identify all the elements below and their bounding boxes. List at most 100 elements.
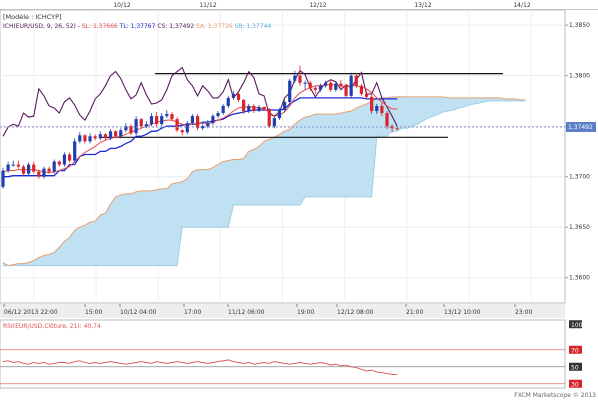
candle [98,131,102,141]
candle [21,164,26,176]
candle-body [267,109,271,127]
candle-body [170,114,174,120]
candle-body [247,105,251,112]
candle [303,80,307,90]
current-price-tag: 1,37492 [566,121,596,132]
ichimoku-cloud [3,96,526,266]
x-tick-label: 11/12 06:00 [228,309,265,316]
rsi-panel [0,319,566,389]
horizontal-levels [100,73,503,138]
candle [16,160,20,169]
rsi-tick-label: 70 [571,347,579,354]
x-tick-label: 21:00 [406,309,423,316]
rsi-tick-label: 100 [571,322,583,329]
top-date-label: 14/12 [513,2,530,9]
senkou-span-b-line [3,100,526,267]
rsi-tick-tag [569,362,582,371]
candle [293,70,297,83]
candle [231,90,235,100]
candle [339,79,343,88]
candle [190,114,195,126]
candle-body [354,75,358,86]
candle [11,160,15,167]
candle-body [67,154,72,161]
candle-body [57,161,61,165]
candle [247,103,251,114]
candle [149,113,154,127]
candle-body [21,166,26,174]
candle [272,115,276,129]
candle [78,132,82,144]
candle [27,162,31,176]
candle [170,112,174,122]
candle-body [231,93,235,98]
grid [0,10,565,303]
candle-body [129,126,133,134]
rsi-levels [0,349,565,385]
candle-body [155,116,159,125]
candle [267,108,271,129]
candle [216,111,220,119]
candle-body [42,168,46,177]
candle-body [78,135,82,142]
candle-body [47,168,51,172]
rsi-axis: 100 70 50 30 [569,320,583,388]
candle-body [165,114,169,117]
candle-body [201,126,205,129]
rsi-tick-label: 50 [571,364,579,371]
candle [349,72,353,98]
candle [283,99,287,113]
candle-body [62,154,67,165]
rsi-tick-tag [569,379,582,388]
candle-body [298,75,302,83]
candle [67,152,72,163]
candle [180,129,184,136]
candle-body [175,119,179,131]
candle-body [11,164,15,166]
legend: [Modèle : ICHCYP] ICH(EUR/USD, 9, 26, 52… [3,13,271,30]
time-axis-labels: 06/12 2013 22:00 15:00 10/12 04:00 17:00 11/… [3,304,532,316]
candle-body [364,93,369,97]
candle [124,123,128,133]
candle-body [73,141,77,161]
candle [42,166,46,179]
candle [114,130,118,139]
chikou-span-line [2,66,398,137]
candle [288,78,292,104]
x-tick-label: 13/12 10:00 [444,309,481,316]
candle-body [262,106,266,110]
y-tick-label: 1,3850 [569,22,590,29]
x-tick-label: 06/12 2013 22:00 [4,309,58,316]
candle-body [195,116,200,129]
x-tick-label: 23:00 [515,309,532,316]
candle-body [359,85,363,94]
candle [160,113,164,127]
candle [257,104,261,113]
candle-body [216,113,220,117]
candle [318,83,323,92]
candle [88,133,92,144]
candle [262,105,266,112]
candle-body [124,126,128,131]
y-tick-label: 1,3700 [569,174,590,181]
legend-item: SL: 1,37666 [82,23,120,30]
candle [277,108,282,121]
candle-body [221,105,225,114]
candle-body [242,99,246,112]
x-tick-label: 17:00 [184,309,201,316]
x-tick-label: 12/12 08:00 [337,309,374,316]
candle-body [88,136,92,142]
candle-body [52,161,56,172]
candle-body [32,164,36,172]
candle [211,114,215,126]
candle [47,166,51,174]
candle-body [288,80,292,102]
candle-body [211,116,215,124]
candle [32,161,36,174]
candle [226,95,230,109]
candle [354,72,358,88]
candle-body [37,171,41,177]
candle-body [134,119,138,134]
candle-body [385,113,389,127]
candle-body [185,123,189,133]
